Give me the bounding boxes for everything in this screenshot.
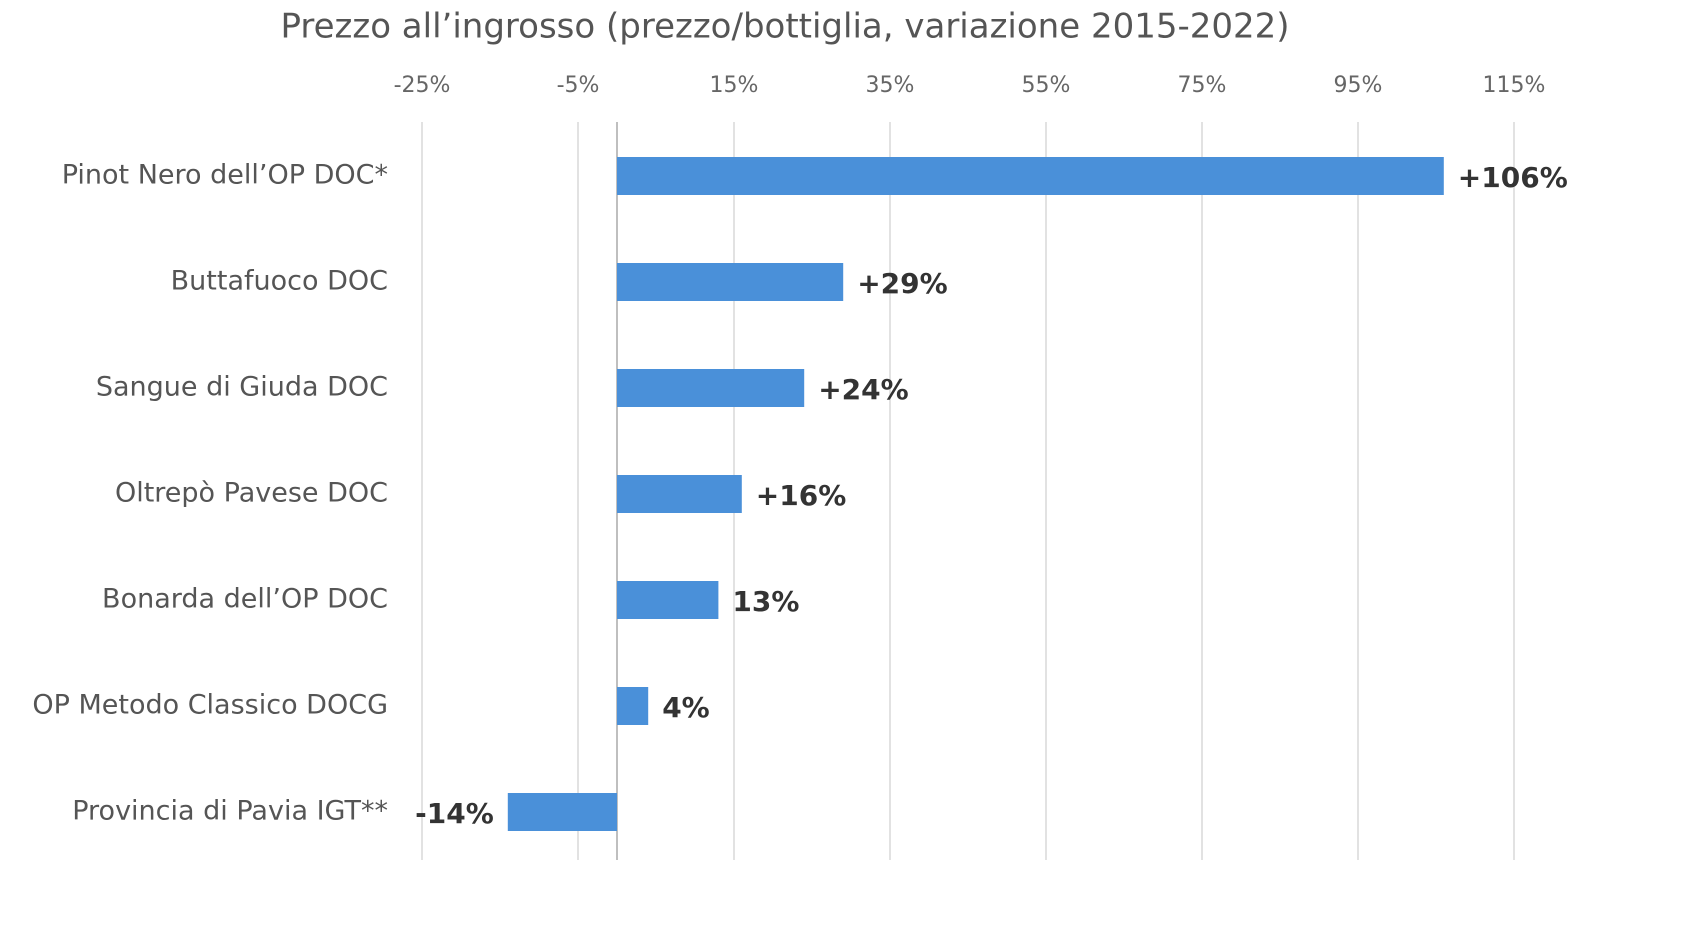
y-tick-label: Oltrepò Pavese DOC [115,478,388,509]
y-tick-label: Provincia di Pavia IGT** [72,796,388,827]
bar [507,793,617,831]
bar [617,475,742,513]
x-tick-label: 95% [1334,73,1383,98]
y-tick-label: Buttafuoco DOC [171,266,388,297]
value-label: -14% [415,797,494,830]
y-tick-label: Sangue di Giuda DOC [96,372,388,403]
x-tick-label: 115% [1483,73,1546,98]
value-label: +16% [756,479,846,512]
bar [617,687,649,725]
value-label: 13% [732,585,799,618]
x-tick-label: -5% [557,73,600,98]
chart-title: Prezzo all’ingrosso (prezzo/bottiglia, v… [280,7,1289,47]
y-tick-label: OP Metodo Classico DOCG [32,690,388,721]
bar [617,581,719,619]
x-tick-label: 35% [866,73,915,98]
value-label: +24% [818,373,908,406]
x-tick-label: 15% [710,73,759,98]
bar [617,369,805,407]
bar [617,157,1444,195]
x-tick-label: -25% [394,73,451,98]
value-label: +29% [857,267,947,300]
x-tick-label: 55% [1022,73,1071,98]
y-tick-label: Bonarda dell’OP DOC [102,584,388,615]
x-tick-label: 75% [1178,73,1227,98]
bar [617,263,844,301]
value-label: 4% [662,691,710,724]
value-label: +106% [1458,161,1568,194]
y-tick-label: Pinot Nero dell’OP DOC* [62,160,388,191]
